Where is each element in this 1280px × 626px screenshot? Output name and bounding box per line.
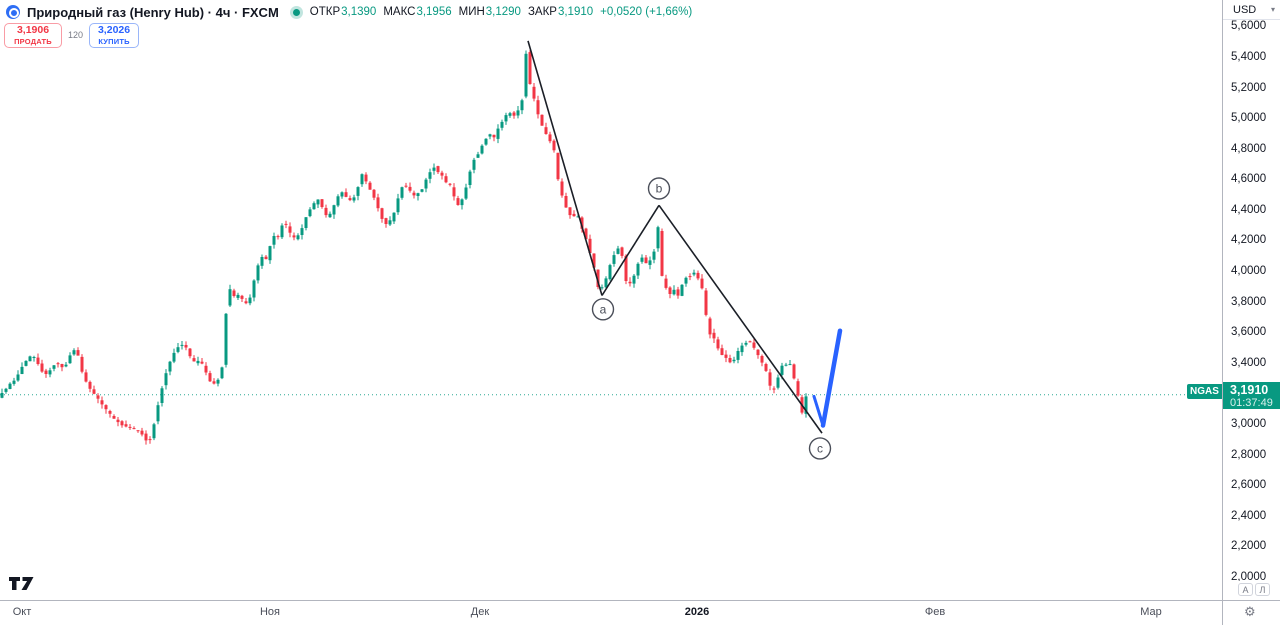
buy-price: 3,2026 [97,24,131,36]
open-value: 3,1390 [341,6,377,18]
bar-countdown: 01:37:49 [1230,397,1273,409]
wave-label: a [600,302,607,316]
high-label: МАКС [383,6,416,18]
scale-mode-row: А Л [1223,581,1280,600]
symbol-title[interactable]: Природный газ (Henry Hub) · 4ч · FXCM [27,4,279,20]
price-tick-label: 5,6000 [1231,20,1267,32]
time-axis-label: Ноя [259,606,281,618]
sell-button[interactable]: 3,1906 ПРОДАТЬ [4,22,62,48]
chart-header: Природный газ (Henry Hub) · 4ч · FXCM ОТ… [6,4,692,20]
wave-label-circle[interactable] [647,177,671,200]
high-value: 3,1956 [416,6,452,18]
sell-label: ПРОДАТЬ [14,36,52,46]
sell-price: 3,1906 [16,24,50,36]
price-tick-label: 4,4000 [1231,204,1267,216]
price-tick-label: 3,0000 [1231,418,1267,430]
time-axis-label: Мар [1140,606,1162,618]
trendline[interactable] [527,40,603,296]
currency-selector[interactable]: USD ▾ [1223,0,1280,20]
price-tick-label: 5,0000 [1231,112,1267,124]
price-tick-label: 3,4000 [1231,357,1267,369]
ohlc-row: ОТКР 3,1390 МАКС 3,1956 МИН 3,1290 ЗАКР … [310,6,692,18]
price-tick-label: 2,0000 [1231,571,1267,583]
change-value: +0,0520 (+1,66%) [600,6,693,18]
market-status-icon[interactable] [292,8,300,16]
gear-icon[interactable]: ⚙ [1244,604,1256,619]
time-axis-label: Дек [470,606,490,618]
price-tick-label: 4,2000 [1231,234,1267,246]
time-axis-label: 2026 [684,606,710,618]
axis-settings-cell: ⚙ [1223,600,1280,625]
currency-label: USD [1233,4,1257,16]
projection-arrow[interactable] [812,394,825,427]
price-tick-label: 4,0000 [1231,265,1267,277]
price-tick-label: 2,6000 [1231,479,1267,491]
trendline[interactable] [601,204,660,296]
price-tick-label: 5,2000 [1231,82,1267,94]
wave-label: b [656,182,663,196]
current-price-value: 3,1910 [1230,383,1269,397]
price-tick-label: 3,6000 [1231,326,1267,338]
price-tick-label: 3,8000 [1231,296,1267,308]
buy-label: КУПИТЬ [98,36,130,46]
time-axis[interactable]: Окт Ноя Дек 2026 Фев Мар [0,600,1222,626]
price-scale[interactable]: USD ▾ 5,6000 5,4000 5,2000 5,0000 4,8000 4,60… [1222,0,1280,625]
low-value: 3,1290 [485,6,521,18]
wave-label-circle[interactable] [591,298,615,321]
symbol-price-tab: NGAS [1187,384,1222,399]
auto-scale-button[interactable]: А [1238,583,1253,596]
wave-label-circle[interactable] [808,437,832,460]
log-scale-button[interactable]: Л [1255,583,1270,596]
chevron-down-icon: ▾ [1270,5,1275,14]
price-tick-label: 2,8000 [1231,449,1267,461]
low-label: МИН [458,6,485,18]
price-tick-label: 2,4000 [1231,510,1267,522]
tradingview-logo-icon[interactable] [8,576,38,592]
spread-value: 120 [68,30,84,40]
close-value: 3,1910 [557,6,594,18]
price-tick-label: 5,4000 [1231,51,1267,63]
trendline[interactable] [658,204,823,434]
projection-arrow[interactable] [820,328,843,428]
price-tick-label: 4,6000 [1231,173,1267,185]
time-axis-label: Фев [924,606,946,618]
current-price-label: 3,1910 01:37:49 [1223,382,1280,409]
buy-button[interactable]: 3,2026 КУПИТЬ [89,22,140,48]
symbol-logo-icon [6,5,20,19]
time-axis-label: Окт [12,606,32,618]
wave-label: c [817,441,823,455]
price-tick-label: 4,8000 [1231,143,1267,155]
open-label: ОТКР [309,6,341,18]
price-tick-label: 2,2000 [1231,540,1267,552]
trade-panel: 3,1906 ПРОДАТЬ 120 3,2026 КУПИТЬ [4,22,140,48]
close-label: ЗАКР [527,6,557,18]
